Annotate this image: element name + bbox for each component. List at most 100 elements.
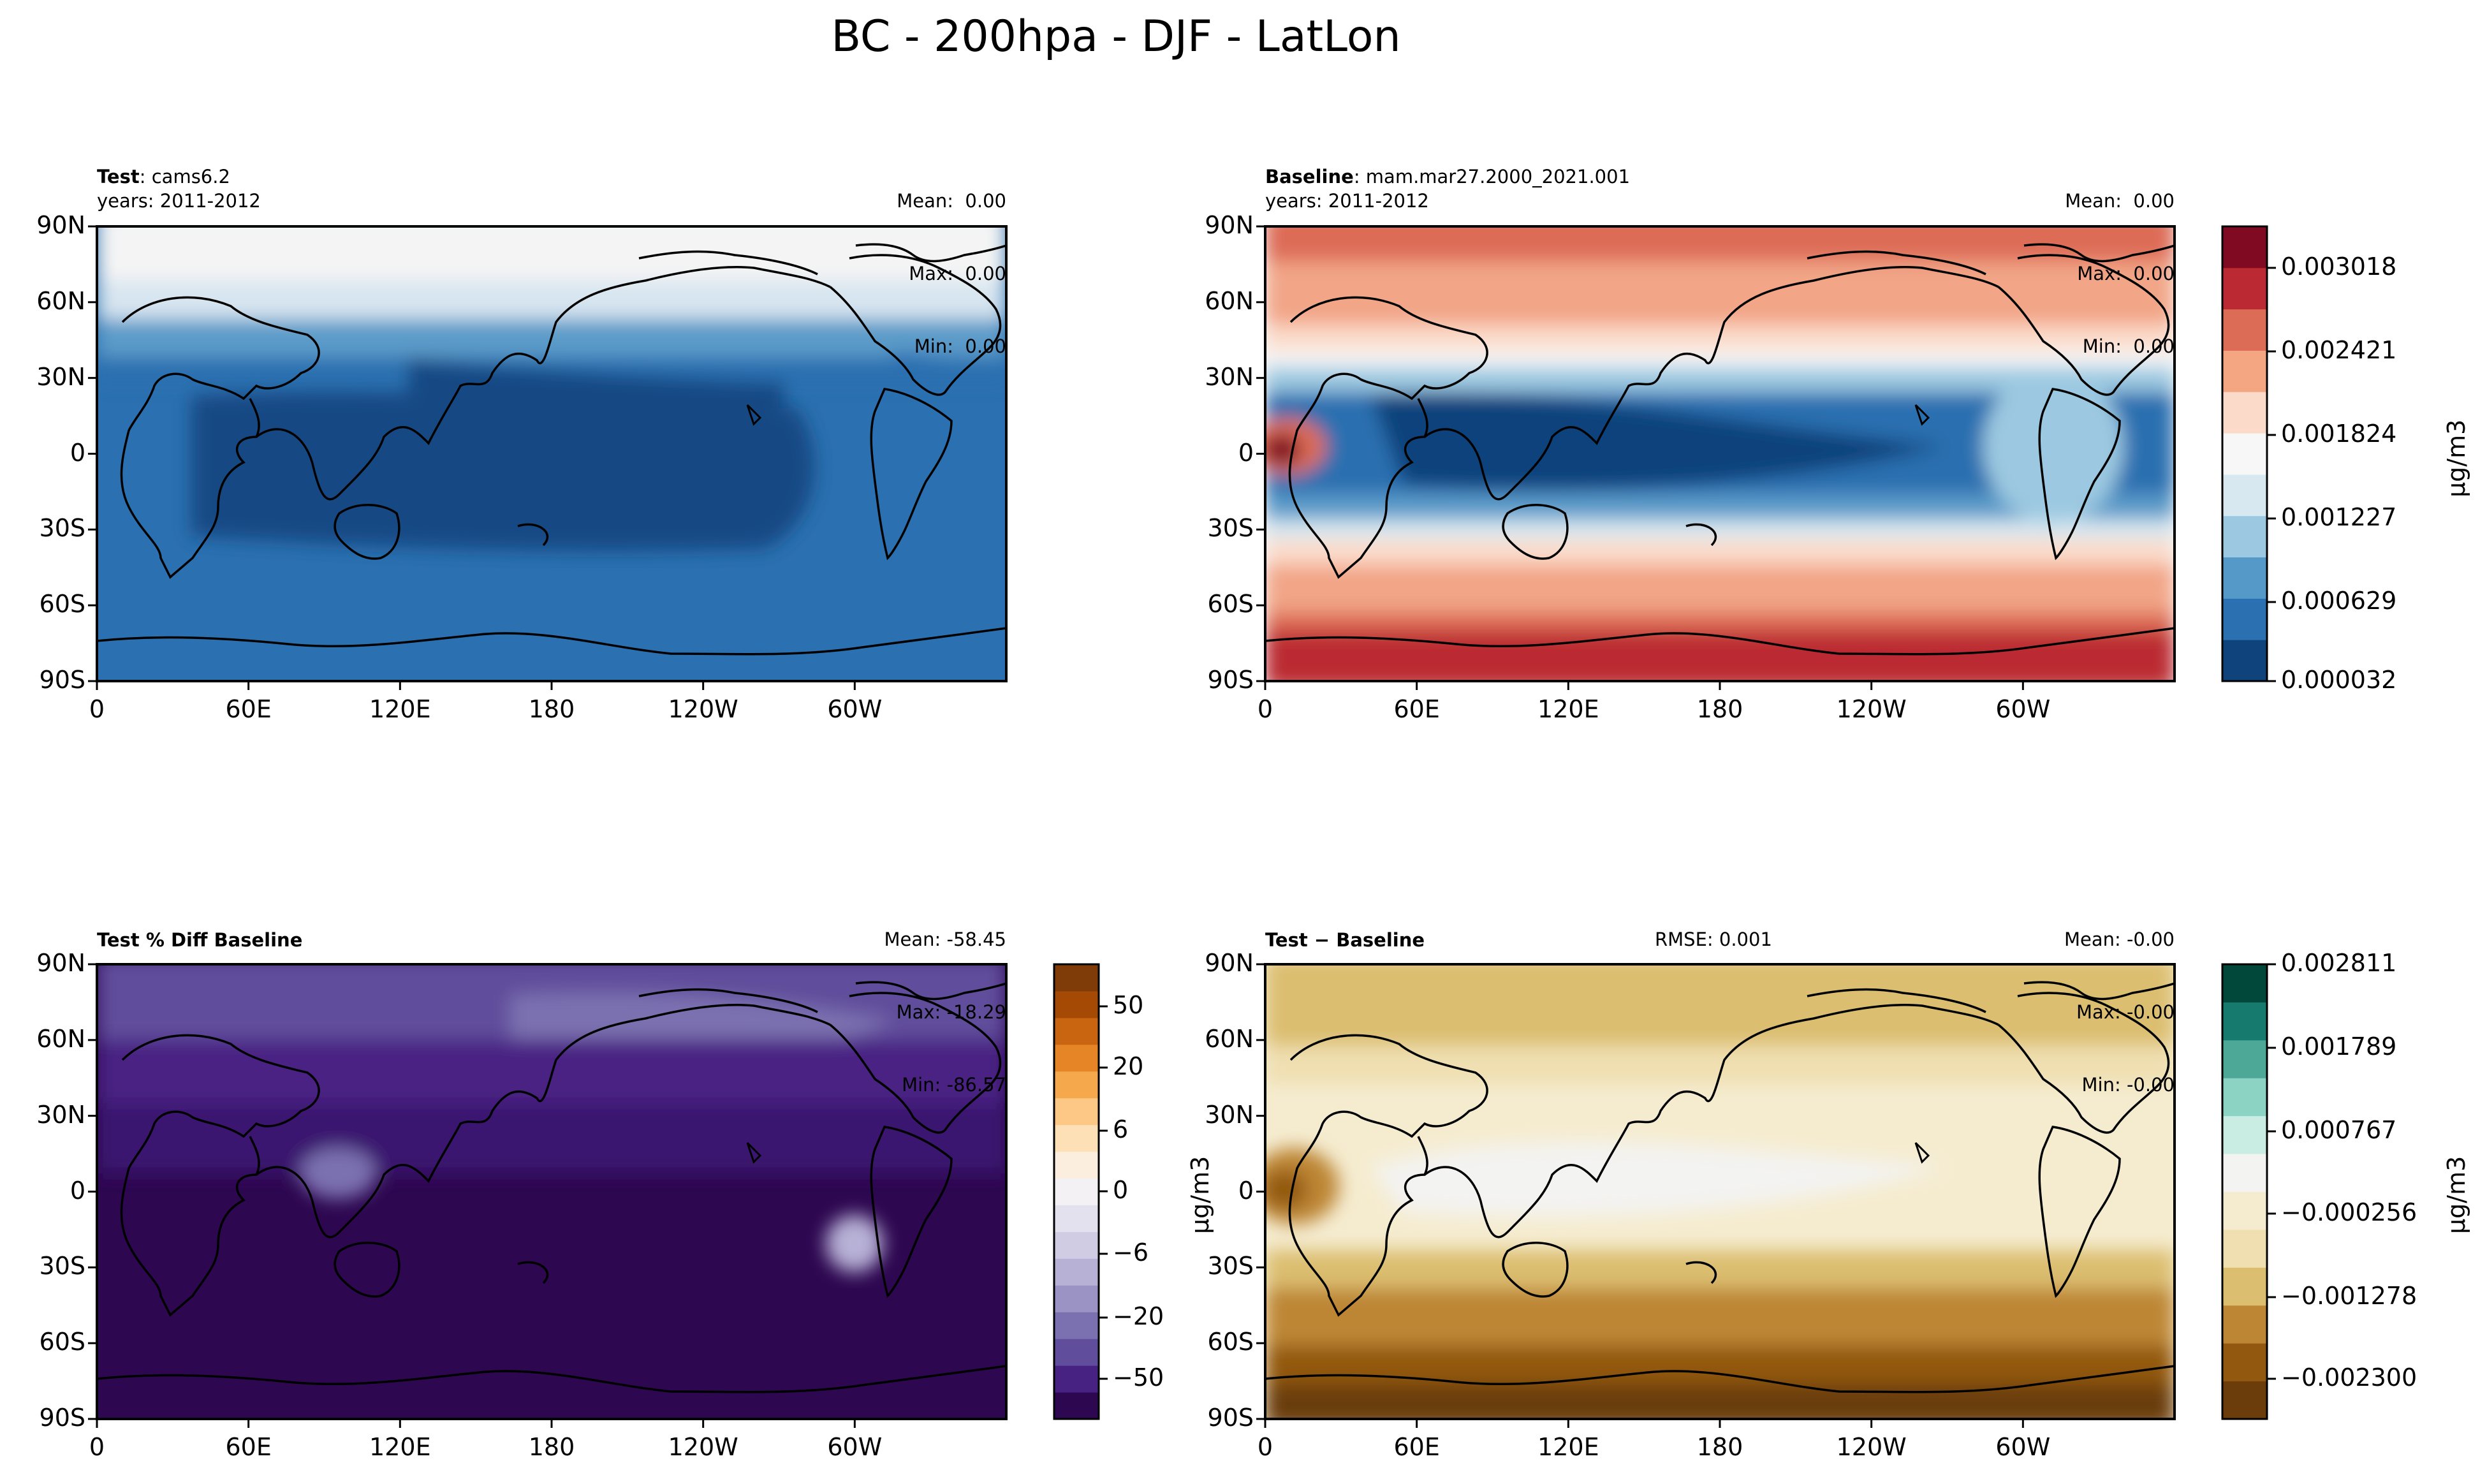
colorbar-pct-swatch (1054, 1258, 1099, 1286)
colorbar-pct-swatch (1054, 1392, 1099, 1420)
colorbar-diff-swatch (2222, 1229, 2267, 1268)
colorbar-diff-swatch (2222, 1305, 2267, 1344)
axis-ticks (88, 225, 2276, 1428)
colorbar-pct-tick-label: 6 (1113, 1115, 1129, 1143)
colorbar-diff-swatch (2222, 1191, 2267, 1230)
test-ytick-label: 90S (39, 666, 85, 694)
colorbar-pct-swatch (1054, 1017, 1099, 1045)
test-ytick-label: 60S (39, 590, 85, 619)
colorbar-pct-swatch (1054, 964, 1099, 992)
colorbar-diff-tick-label: 0.001789 (2281, 1032, 2397, 1061)
pct-xtick-label: 60W (827, 1433, 883, 1461)
colorbar-main-tick-label: 0.001824 (2281, 420, 2397, 448)
baseline-title-bold: Baseline (1265, 166, 1354, 187)
colorbar-pct-tick-label: −20 (1113, 1302, 1164, 1330)
pct-diff-stat-mean: Mean: -58.45 (884, 929, 1007, 950)
pct-diff-map-panel (97, 964, 1006, 1419)
test-title-rest: : cams6.2 (139, 166, 230, 187)
diff-stat-mean: Mean: -0.00 (2064, 929, 2175, 950)
baseline-xtick-label: 60E (1393, 695, 1440, 723)
colorbar-main-swatch (2222, 267, 2267, 310)
colorbar-diff-tick-label: −0.002300 (2281, 1363, 2417, 1392)
test-ytick-label: 90N (36, 211, 85, 239)
pct-ytick-label: 0 (70, 1176, 85, 1205)
pct-xtick-label: 120W (668, 1433, 738, 1461)
colorbar-diff-swatch (2222, 1381, 2267, 1420)
colorbar-main-tick-label: 0.001227 (2281, 503, 2397, 531)
diff-map-panel (1265, 964, 2175, 1419)
colorbar-diff-swatch (2222, 1343, 2267, 1382)
diff-xtick-label: 120W (1836, 1433, 1907, 1461)
pct-diff-unit: μg/m3 (1186, 1156, 1214, 1234)
baseline-ytick-label: 60S (1207, 590, 1254, 619)
diff-title-bold: Test − Baseline (1265, 929, 1425, 951)
baseline-ytick-label: 90S (1207, 666, 1254, 694)
baseline-stat-mean: Mean: 0.00 (2065, 190, 2175, 212)
baseline-years: years: 2011-2012 (1265, 190, 1429, 212)
test-title-bold: Test (97, 166, 140, 187)
baseline-stat-min: Min: 0.00 (2082, 335, 2175, 357)
colorbar-diff-swatch (2222, 1002, 2267, 1041)
colorbar-pct-swatch (1054, 1178, 1099, 1205)
figure-title: BC - 200hpa - DJF - LatLon (831, 11, 1401, 62)
pct-diff-title-bold: Test % Diff Baseline (97, 929, 303, 951)
baseline-map-panel (1265, 226, 2175, 681)
pct-ytick-label: 30S (39, 1252, 85, 1281)
colorbar-diff-swatch (2222, 1267, 2267, 1306)
colorbar-main-tick-label: 0.000629 (2281, 587, 2397, 615)
test-title: Test: cams6.2 (97, 165, 230, 189)
colorbar-main-swatch (2222, 515, 2267, 558)
colorbar-main (2221, 225, 2268, 682)
baseline-stat-max: Max: 0.00 (2077, 263, 2175, 284)
pct-xtick-label: 120E (369, 1433, 431, 1461)
colorbar-diff-unit: μg/m3 (2442, 1156, 2470, 1234)
diff-stat-min: Min: -0.00 (2081, 1074, 2175, 1096)
diff-stat-max: Max: -0.00 (2076, 1001, 2175, 1023)
pct-diff-stat-min: Min: -86.57 (902, 1074, 1006, 1096)
colorbar-pct-swatch (1054, 1151, 1099, 1179)
diff-xtick-label: 60E (1393, 1433, 1440, 1461)
colorbar-pct-swatch (1054, 1285, 1099, 1312)
diff-ytick-label: 30N (1205, 1100, 1254, 1129)
colorbar-pct-swatch (1054, 1071, 1099, 1099)
diff-xtick-label: 0 (1257, 1433, 1273, 1461)
diff-xtick-label: 60W (1995, 1433, 2051, 1461)
baseline-xtick-label: 120E (1537, 695, 1599, 723)
test-stat-min: Min: 0.00 (914, 335, 1006, 357)
test-ytick-label: 60N (36, 286, 85, 315)
colorbar-main-frame (2221, 225, 2268, 682)
colorbar-main-swatch (2222, 433, 2267, 475)
colorbar-main-unit: μg/m3 (2442, 419, 2470, 497)
colorbar-pct-frame (1053, 963, 1100, 1420)
test-map-panel (97, 226, 1006, 681)
colorbar-pct (1053, 963, 1100, 1420)
diff-ytick-label: 60N (1205, 1024, 1254, 1053)
colorbar-diff-tick-label: −0.000256 (2281, 1198, 2417, 1226)
test-xtick-label: 60W (827, 695, 883, 723)
pct-xtick-label: 0 (89, 1433, 105, 1461)
colorbar-diff-tick-label: −0.001278 (2281, 1282, 2417, 1310)
colorbar-main-swatch (2222, 392, 2267, 434)
test-years: years: 2011-2012 (97, 190, 261, 212)
baseline-xtick-label: 180 (1696, 695, 1743, 723)
test-ytick-label: 30N (36, 362, 85, 391)
colorbar-diff-tick-label: 0.002811 (2281, 949, 2397, 977)
test-ytick-label: 0 (70, 438, 85, 467)
diff-xtick-label: 120E (1537, 1433, 1599, 1461)
colorbar-main-tick-label: 0.003018 (2281, 253, 2397, 281)
diff-title: Test − Baseline (1265, 928, 1425, 952)
colorbar-main-swatch (2222, 309, 2267, 351)
colorbar-pct-tick-label: −50 (1113, 1363, 1164, 1392)
colorbar-diff-frame (2221, 963, 2268, 1420)
diff-rmse: RMSE: 0.001 (1655, 929, 1772, 950)
diff-ytick-label: 90S (1207, 1404, 1254, 1432)
baseline-xtick-label: 0 (1257, 695, 1273, 723)
colorbar-main-swatch (2222, 598, 2267, 640)
diff-xtick-label: 180 (1696, 1433, 1743, 1461)
test-stats: Mean: 0.00 Max: 0.00 Min: 0.00 (897, 140, 1006, 383)
baseline-ytick-label: 0 (1238, 438, 1254, 467)
colorbar-diff-swatch (2222, 964, 2267, 1003)
colorbar-pct-swatch (1054, 1205, 1099, 1232)
colorbar-pct-tick-label: 50 (1113, 991, 1144, 1019)
colorbar-pct-tick-label: −6 (1113, 1238, 1149, 1267)
